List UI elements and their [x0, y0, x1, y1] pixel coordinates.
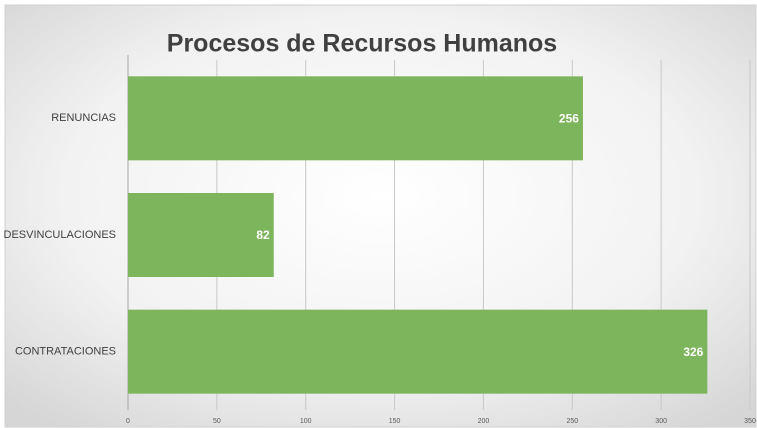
x-tick-label: 300: [655, 418, 667, 425]
value-label: 82: [256, 228, 270, 242]
x-tick-label: 250: [566, 418, 578, 425]
bar: [128, 76, 583, 161]
chart-title: Procesos de Recursos Humanos: [167, 30, 557, 58]
x-tick-label: 50: [213, 418, 221, 425]
y-tick-label: DESVINCULACIONES: [4, 229, 116, 241]
x-tick-label: 100: [300, 418, 312, 425]
x-tick-label: 150: [389, 418, 401, 425]
value-label: 326: [683, 345, 703, 359]
value-label: 256: [559, 112, 579, 126]
x-tick-label: 350: [744, 418, 756, 425]
x-tick-label: 0: [126, 418, 130, 425]
y-tick-label: RENUNCIAS: [51, 112, 116, 124]
y-tick-label: CONTRATACIONES: [15, 346, 116, 358]
bar: [128, 193, 274, 277]
x-tick-label: 200: [478, 418, 490, 425]
bar: [128, 309, 708, 394]
